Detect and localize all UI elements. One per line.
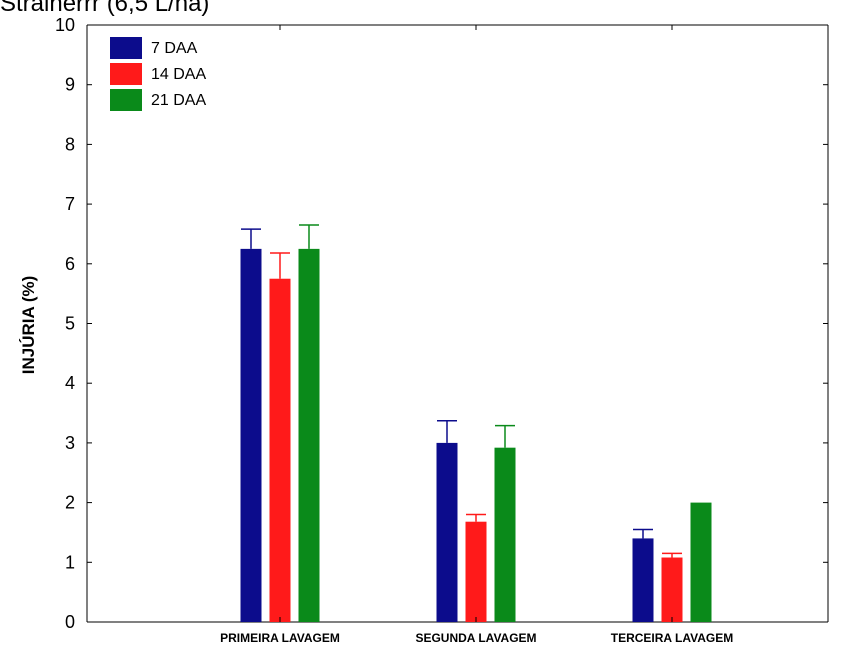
- bar: [690, 502, 712, 622]
- y-tick-label: 9: [65, 75, 75, 95]
- legend-swatch: [110, 89, 142, 111]
- bar: [436, 442, 458, 622]
- x-axis-labels: PRIMEIRA LAVAGEM SEGUNDA LAVAGEM TERCEIRA …: [220, 25, 733, 645]
- y-tick-label: 7: [65, 194, 75, 214]
- y-tick-label: 8: [65, 134, 75, 154]
- legend-label: 14 DAA: [151, 66, 206, 83]
- y-tick-label: 10: [55, 15, 75, 35]
- x-tick-label: SEGUNDA LAVAGEM: [415, 631, 536, 645]
- y-tick-label: 2: [65, 493, 75, 513]
- y-tick-label: 3: [65, 433, 75, 453]
- legend-swatch: [110, 37, 142, 59]
- legend-label: 7 DAA: [151, 40, 198, 57]
- bar: [298, 248, 320, 622]
- legend-label: 21 DAA: [151, 92, 206, 109]
- x-tick-label: PRIMEIRA LAVAGEM: [220, 631, 340, 645]
- y-tick-label: 1: [65, 552, 75, 572]
- bar: [661, 557, 683, 622]
- legend: 7 DAA 14 DAA 21 DAA: [110, 37, 206, 111]
- bar: [632, 538, 654, 622]
- y-tick-label: 4: [65, 373, 75, 393]
- bar: [269, 278, 291, 622]
- bar-series: [240, 224, 712, 622]
- bar: [240, 248, 262, 622]
- bar: [465, 521, 487, 622]
- y-tick-label: 5: [65, 314, 75, 334]
- bar: [494, 447, 516, 622]
- chart-title-partial: Strainerrr (6,5 L/ha): [0, 0, 210, 17]
- y-axis-label: INJÚRIA (%): [19, 276, 38, 375]
- y-tick-label: 0: [65, 612, 75, 632]
- y-tick-label: 6: [65, 254, 75, 274]
- y-axis-ticks: 0 1 2 3 4 5 6 7 8 9 10: [55, 15, 828, 632]
- x-tick-label: TERCEIRA LAVAGEM: [611, 631, 733, 645]
- legend-swatch: [110, 63, 142, 85]
